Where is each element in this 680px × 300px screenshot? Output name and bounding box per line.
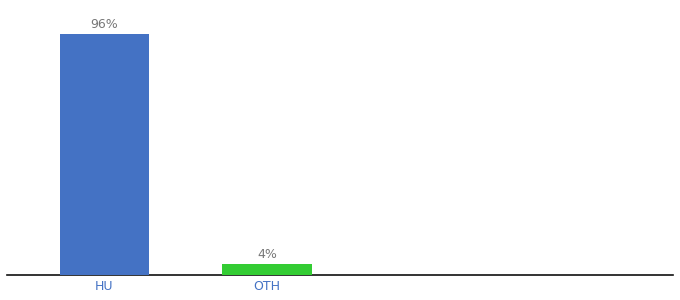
Bar xyxy=(222,265,311,275)
Text: 4%: 4% xyxy=(257,248,277,261)
Bar xyxy=(60,34,149,274)
Text: 96%: 96% xyxy=(90,18,118,31)
